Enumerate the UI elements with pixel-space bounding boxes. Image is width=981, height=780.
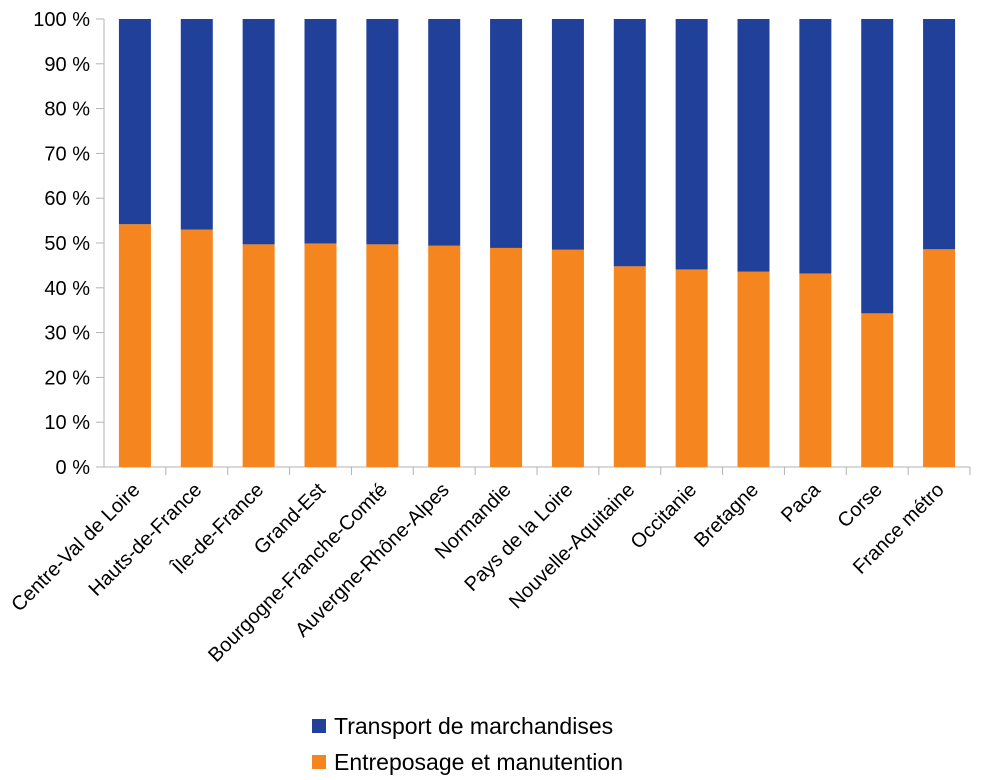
bar-segment-transport <box>304 19 337 244</box>
bar-segment-entreposage <box>551 249 584 467</box>
bar-segment-transport <box>551 19 584 250</box>
y-tick-label: 30 % <box>44 323 90 345</box>
y-tick-label: 100 % <box>33 9 90 31</box>
legend-label-entreposage: Entreposage et manutention <box>334 748 623 775</box>
bar-segment-transport <box>242 19 275 245</box>
bar-segment-entreposage <box>304 243 337 467</box>
stacked-bar-chart: 0 % 10 % 20 % 30 % 40 % 50 % 60 % 70 % 80 % 90 % 1… <box>7 9 971 667</box>
y-tick-label: 70 % <box>44 143 90 165</box>
bar-segment-transport <box>737 19 770 272</box>
legend-item-entreposage: Entreposage et manutention <box>312 744 623 780</box>
bar-segment-transport <box>490 19 523 248</box>
bar-segment-transport <box>613 19 646 267</box>
y-tick-label: 90 % <box>44 54 90 76</box>
x-axis-category-labels: Centre-Val de LoireHauts-de-FranceÎle-de… <box>7 478 948 666</box>
bar-segment-entreposage <box>675 269 708 467</box>
bar-segment-transport <box>118 19 151 225</box>
bar-segment-transport <box>799 19 832 274</box>
bar-segment-entreposage <box>242 244 275 467</box>
y-tick-label: 80 % <box>44 99 90 121</box>
y-axis-tick-labels: 0 % 10 % 20 % 30 % 40 % 50 % 60 % 70 % 80 % 90 % 1… <box>33 9 90 479</box>
bar-segment-entreposage <box>180 229 213 467</box>
x-category-label: Occitanie <box>627 479 702 554</box>
y-tick-label: 50 % <box>44 233 90 255</box>
bar-segment-transport <box>675 19 708 270</box>
bar-segment-transport <box>923 19 956 250</box>
legend-item-transport: Transport de marchandises <box>312 708 623 744</box>
y-tick-label: 20 % <box>44 367 90 389</box>
x-category-label: Hauts-de-France <box>85 479 207 601</box>
bar-segment-entreposage <box>861 313 894 467</box>
x-category-label: Bretagne <box>690 479 763 552</box>
bar-segment-transport <box>861 19 894 314</box>
bar-segment-transport <box>366 19 399 245</box>
legend-label-transport: Transport de marchandises <box>334 712 614 739</box>
x-category-label: Corse <box>833 479 886 532</box>
y-tick-label: 60 % <box>44 188 90 210</box>
legend-swatch-transport <box>312 719 326 733</box>
bar-segment-entreposage <box>737 271 770 467</box>
bar-segment-entreposage <box>428 245 461 467</box>
x-category-label: Paca <box>777 478 825 526</box>
x-category-label: Pays de la Loire <box>460 479 577 596</box>
bar-segment-entreposage <box>118 224 151 467</box>
y-tick-label: 40 % <box>44 278 90 300</box>
y-tick-label: 0 % <box>56 457 91 479</box>
legend: Transport de marchandises Entreposage et… <box>312 708 623 780</box>
bar-segment-entreposage <box>923 249 956 467</box>
chart-bars <box>118 19 956 467</box>
chart-axes <box>96 18 971 475</box>
y-tick-label: 10 % <box>44 412 90 434</box>
bar-segment-entreposage <box>613 266 646 467</box>
bar-segment-entreposage <box>366 244 399 467</box>
legend-swatch-entreposage <box>312 755 326 769</box>
bar-segment-entreposage <box>490 247 523 467</box>
bar-segment-transport <box>428 19 461 246</box>
bar-segment-transport <box>180 19 213 230</box>
bar-segment-entreposage <box>799 273 832 467</box>
